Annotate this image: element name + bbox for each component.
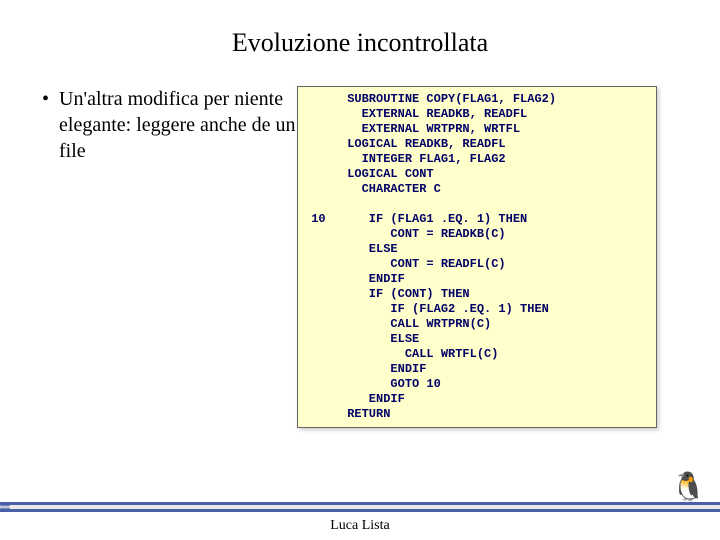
code-block: SUBROUTINE COPY(FLAG1, FLAG2) EXTERNAL R… [297,86,657,428]
footer-divider [0,502,720,512]
penguin-icon: 🐧 [671,474,706,502]
bullet-marker: • [42,86,49,112]
bar-dot-icon [0,502,10,512]
content-area: • Un'altra modifica per niente elegante:… [0,58,720,428]
slide-title: Evoluzione incontrollata [0,0,720,58]
bullet-column: • Un'altra modifica per niente elegante:… [42,86,297,428]
footer-author: Luca Lista [0,518,720,534]
code-column: SUBROUTINE COPY(FLAG1, FLAG2) EXTERNAL R… [297,86,690,428]
bullet-item: • Un'altra modifica per niente elegante:… [42,86,297,164]
bullet-text: Un'altra modifica per niente elegante: l… [59,86,297,164]
